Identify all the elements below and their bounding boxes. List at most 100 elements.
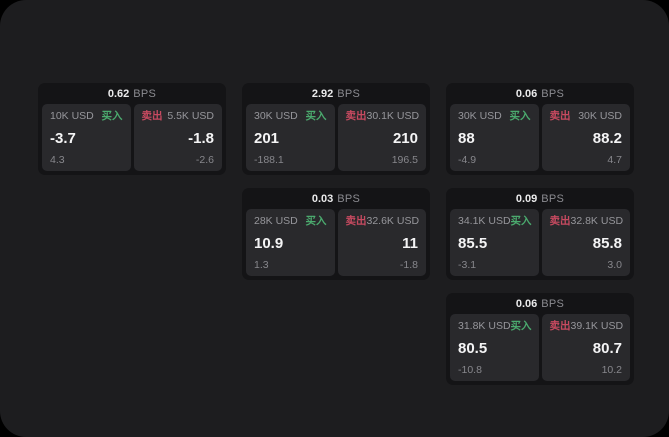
buy-header-row: 30K USD 买入 — [458, 111, 531, 122]
quote-card: 0.62 BPS 10K USD 买入 -3.7 4.3 卖出 5.5K USD… — [38, 83, 226, 175]
sell-price: 11 — [402, 234, 418, 252]
bps-unit-label: BPS — [541, 87, 565, 100]
sell-header-row: 卖出 32.6K USD — [345, 215, 420, 227]
card-header: 0.06 BPS — [446, 83, 634, 104]
sell-header-row: 卖出 39.1K USD — [549, 320, 624, 332]
sell-delta: 3.0 — [607, 258, 622, 271]
bps-unit-label: BPS — [541, 297, 565, 310]
buy-pane[interactable]: 34.1K USD 买入 85.5 -3.1 — [450, 209, 539, 276]
card-header: 2.92 BPS — [242, 83, 430, 104]
sell-notional: 30.1K USD — [366, 110, 420, 122]
buy-price: 80.5 — [458, 339, 488, 357]
card-body: 30K USD 买入 88 -4.9 卖出 30K USD 88.2 4.7 — [450, 104, 630, 171]
buy-side-label: 买入 — [509, 110, 531, 122]
buy-delta: -188.1 — [254, 153, 284, 166]
sell-pane[interactable]: 卖出 32.6K USD 11 -1.8 — [337, 209, 426, 276]
buy-price: 88 — [458, 129, 475, 147]
buy-header-row: 34.1K USD 买入 — [458, 215, 532, 227]
bps-unit-label: BPS — [133, 87, 157, 100]
sell-delta: 196.5 — [391, 153, 418, 166]
buy-pane[interactable]: 31.8K USD 买入 80.5 -10.8 — [450, 314, 539, 381]
sell-pane[interactable]: 卖出 30K USD 88.2 4.7 — [541, 104, 630, 171]
bps-value: 0.09 — [515, 192, 538, 205]
sell-side-label: 卖出 — [345, 215, 367, 227]
sell-notional: 5.5K USD — [167, 110, 214, 122]
buy-side-label: 买入 — [305, 110, 327, 122]
sell-notional: 39.1K USD — [570, 320, 624, 332]
sell-notional: 32.8K USD — [570, 215, 624, 227]
sell-delta: 4.7 — [607, 153, 622, 166]
bps-value: 0.62 — [107, 87, 130, 100]
sell-side-label: 卖出 — [141, 110, 163, 122]
card-header: 0.09 BPS — [446, 188, 634, 209]
buy-delta: 4.3 — [50, 153, 65, 166]
sell-side-label: 卖出 — [345, 110, 367, 122]
buy-pane[interactable]: 30K USD 买入 88 -4.9 — [450, 104, 539, 171]
sell-side-label: 卖出 — [549, 110, 571, 122]
buy-delta: -10.8 — [458, 363, 482, 376]
sell-price: 88.2 — [592, 129, 622, 147]
sell-pane[interactable]: 卖出 30.1K USD 210 196.5 — [337, 104, 426, 171]
buy-delta: -3.1 — [458, 258, 477, 271]
buy-side-label: 买入 — [101, 110, 123, 122]
buy-header-row: 10K USD 买入 — [50, 111, 123, 122]
buy-notional: 31.8K USD — [458, 320, 511, 332]
card-body: 34.1K USD 买入 85.5 -3.1 卖出 32.8K USD 85.8… — [450, 209, 630, 276]
sell-header-row: 卖出 30K USD — [550, 111, 623, 122]
card-header: 0.03 BPS — [242, 188, 430, 209]
buy-pane[interactable]: 28K USD 买入 10.9 1.3 — [246, 209, 335, 276]
buy-pane[interactable]: 30K USD 买入 201 -188.1 — [246, 104, 335, 171]
sell-side-label: 卖出 — [549, 215, 571, 227]
sell-price: 210 — [392, 129, 418, 147]
buy-notional: 34.1K USD — [458, 215, 511, 227]
quote-cards-grid: 0.62 BPS 10K USD 买入 -3.7 4.3 卖出 5.5K USD… — [38, 83, 634, 385]
bps-value: 0.06 — [515, 87, 538, 100]
quote-card: 2.92 BPS 30K USD 买入 201 -188.1 卖出 30.1K … — [242, 83, 430, 175]
sell-pane[interactable]: 卖出 5.5K USD -1.8 -2.6 — [133, 104, 222, 171]
quote-card: 0.09 BPS 34.1K USD 买入 85.5 -3.1 卖出 32.8K… — [446, 188, 634, 280]
buy-price: 85.5 — [458, 234, 488, 252]
buy-notional: 30K USD — [458, 110, 502, 122]
buy-notional: 28K USD — [254, 215, 298, 227]
card-body: 30K USD 买入 201 -188.1 卖出 30.1K USD 210 1… — [246, 104, 426, 171]
buy-delta: -4.9 — [458, 153, 477, 166]
sell-side-label: 卖出 — [549, 320, 571, 332]
buy-header-row: 28K USD 买入 — [254, 216, 327, 227]
card-body: 31.8K USD 买入 80.5 -10.8 卖出 39.1K USD 80.… — [450, 314, 630, 381]
sell-header-row: 卖出 30.1K USD — [345, 110, 420, 122]
bps-unit-label: BPS — [541, 192, 565, 205]
sell-price: 80.7 — [592, 339, 622, 357]
buy-price: 10.9 — [254, 234, 284, 252]
quote-card: 0.06 BPS 30K USD 买入 88 -4.9 卖出 30K USD 8… — [446, 83, 634, 175]
quote-card: 0.03 BPS 28K USD 买入 10.9 1.3 卖出 32.6K US… — [242, 188, 430, 280]
card-header: 0.06 BPS — [446, 293, 634, 314]
sell-delta: -2.6 — [195, 153, 214, 166]
sell-pane[interactable]: 卖出 39.1K USD 80.7 10.2 — [541, 314, 630, 381]
card-header: 0.62 BPS — [38, 83, 226, 104]
sell-header-row: 卖出 5.5K USD — [142, 111, 215, 122]
bps-unit-label: BPS — [337, 192, 361, 205]
sell-pane[interactable]: 卖出 32.8K USD 85.8 3.0 — [541, 209, 630, 276]
buy-price: -3.7 — [50, 129, 76, 147]
buy-header-row: 30K USD 买入 — [254, 111, 327, 122]
bps-value: 0.06 — [515, 297, 538, 310]
buy-delta: 1.3 — [254, 258, 269, 271]
sell-price: 85.8 — [592, 234, 622, 252]
sell-delta: 10.2 — [601, 363, 622, 376]
quote-card: 0.06 BPS 31.8K USD 买入 80.5 -10.8 卖出 39.1… — [446, 293, 634, 385]
bps-value: 0.03 — [311, 192, 334, 205]
sell-delta: -1.8 — [399, 258, 418, 271]
buy-header-row: 31.8K USD 买入 — [458, 320, 532, 332]
buy-notional: 30K USD — [254, 110, 298, 122]
buy-side-label: 买入 — [305, 215, 327, 227]
sell-notional: 32.6K USD — [366, 215, 420, 227]
card-body: 28K USD 买入 10.9 1.3 卖出 32.6K USD 11 -1.8 — [246, 209, 426, 276]
card-body: 10K USD 买入 -3.7 4.3 卖出 5.5K USD -1.8 -2.… — [42, 104, 222, 171]
bps-value: 2.92 — [311, 87, 334, 100]
buy-pane[interactable]: 10K USD 买入 -3.7 4.3 — [42, 104, 131, 171]
buy-side-label: 买入 — [510, 320, 532, 332]
buy-side-label: 买入 — [510, 215, 532, 227]
sell-notional: 30K USD — [578, 110, 622, 122]
buy-price: 201 — [254, 129, 280, 147]
